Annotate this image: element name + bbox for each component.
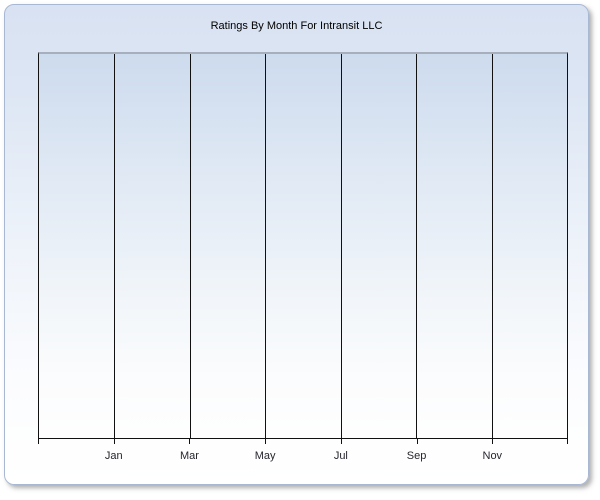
x-axis-tick-label: Jan [104, 450, 123, 462]
x-axis-tick-mark [567, 439, 568, 444]
x-axis-tick-mark [340, 439, 342, 444]
plot-area [38, 52, 568, 439]
x-axis-labels: Jan Mar May Jul Sep Nov [38, 448, 568, 464]
x-axis-tick-label: May [254, 450, 276, 462]
x-axis-tick-mark [189, 439, 191, 444]
vertical-gridline [265, 54, 267, 438]
x-axis-tick-label: Sep [406, 450, 427, 462]
vertical-gridline [114, 54, 116, 438]
x-axis-tick-mark [113, 439, 115, 444]
vertical-gridline [491, 54, 493, 438]
x-axis-tick-label: Mar [179, 450, 199, 462]
x-axis-tick-mark [492, 439, 494, 444]
x-axis-tick-label: Jul [333, 450, 348, 462]
x-axis-tick-mark [38, 439, 39, 444]
vertical-gridline [416, 54, 418, 438]
chart-panel: Ratings By Month For Intransit LLC Jan Ma… [4, 4, 589, 485]
x-axis-ticks [38, 439, 568, 444]
vertical-gridline [189, 54, 191, 438]
x-axis-tick-mark [416, 439, 418, 444]
chart-title: Ratings By Month For Intransit LLC [210, 20, 383, 32]
x-axis-tick-mark [265, 439, 267, 444]
x-axis-tick-label: Nov [482, 450, 503, 462]
vertical-gridline [340, 54, 342, 438]
